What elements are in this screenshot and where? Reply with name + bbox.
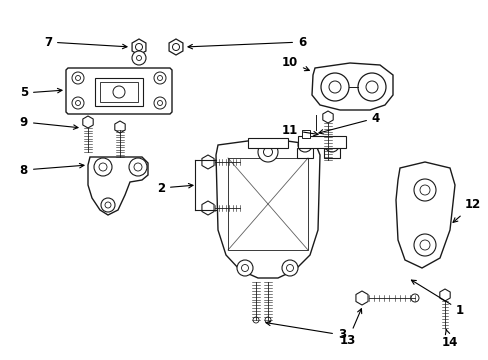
Circle shape — [99, 163, 107, 171]
Circle shape — [154, 72, 165, 84]
Circle shape — [113, 86, 125, 98]
Text: 8: 8 — [20, 163, 84, 176]
Text: 1: 1 — [410, 280, 463, 316]
Polygon shape — [169, 39, 183, 55]
Bar — [296, 148, 312, 158]
Circle shape — [328, 142, 334, 148]
Circle shape — [75, 76, 81, 81]
Bar — [95, 78, 142, 106]
Polygon shape — [322, 111, 332, 123]
Circle shape — [410, 294, 418, 302]
Polygon shape — [216, 140, 319, 278]
Bar — [302, 130, 309, 138]
Polygon shape — [88, 157, 148, 215]
Circle shape — [241, 265, 248, 271]
Circle shape — [297, 138, 311, 152]
Circle shape — [264, 317, 270, 323]
Polygon shape — [227, 158, 307, 250]
Text: 9: 9 — [20, 116, 78, 129]
Polygon shape — [66, 68, 172, 114]
Bar — [297, 136, 346, 148]
Polygon shape — [311, 63, 392, 110]
Circle shape — [72, 97, 84, 109]
Circle shape — [157, 100, 162, 105]
Circle shape — [132, 51, 146, 65]
Circle shape — [302, 142, 307, 148]
Circle shape — [419, 185, 429, 195]
Circle shape — [325, 138, 338, 152]
Polygon shape — [82, 116, 93, 128]
Text: 5: 5 — [20, 86, 62, 99]
Circle shape — [237, 260, 252, 276]
Circle shape — [136, 55, 141, 60]
Text: 4: 4 — [318, 112, 379, 134]
Polygon shape — [355, 291, 367, 305]
Circle shape — [263, 148, 272, 157]
Text: 11: 11 — [281, 123, 317, 136]
Circle shape — [154, 97, 165, 109]
Text: 13: 13 — [339, 309, 361, 346]
Circle shape — [286, 265, 293, 271]
Circle shape — [129, 158, 147, 176]
Text: 12: 12 — [452, 198, 480, 222]
Circle shape — [72, 72, 84, 84]
Circle shape — [413, 234, 435, 256]
Text: 10: 10 — [281, 55, 309, 71]
Bar — [324, 148, 339, 158]
Circle shape — [365, 81, 377, 93]
Text: 6: 6 — [187, 36, 305, 49]
Polygon shape — [202, 201, 214, 215]
Circle shape — [252, 317, 259, 323]
Circle shape — [413, 179, 435, 201]
Circle shape — [419, 240, 429, 250]
Text: 14: 14 — [441, 330, 457, 348]
Text: 2: 2 — [157, 181, 193, 194]
Polygon shape — [395, 162, 454, 268]
Polygon shape — [132, 39, 145, 55]
Polygon shape — [202, 155, 214, 169]
Circle shape — [282, 260, 297, 276]
Circle shape — [357, 73, 385, 101]
Circle shape — [75, 100, 81, 105]
Circle shape — [101, 198, 115, 212]
Circle shape — [258, 142, 278, 162]
Circle shape — [105, 202, 111, 208]
Circle shape — [135, 44, 142, 50]
Circle shape — [320, 73, 348, 101]
Circle shape — [134, 163, 142, 171]
Bar — [100, 82, 138, 102]
Circle shape — [328, 81, 340, 93]
Circle shape — [157, 76, 162, 81]
Text: 3: 3 — [265, 321, 346, 342]
Polygon shape — [115, 121, 125, 133]
Circle shape — [94, 158, 112, 176]
Polygon shape — [439, 289, 449, 301]
Bar — [247, 138, 287, 148]
Text: 7: 7 — [44, 36, 127, 49]
Circle shape — [172, 44, 179, 50]
